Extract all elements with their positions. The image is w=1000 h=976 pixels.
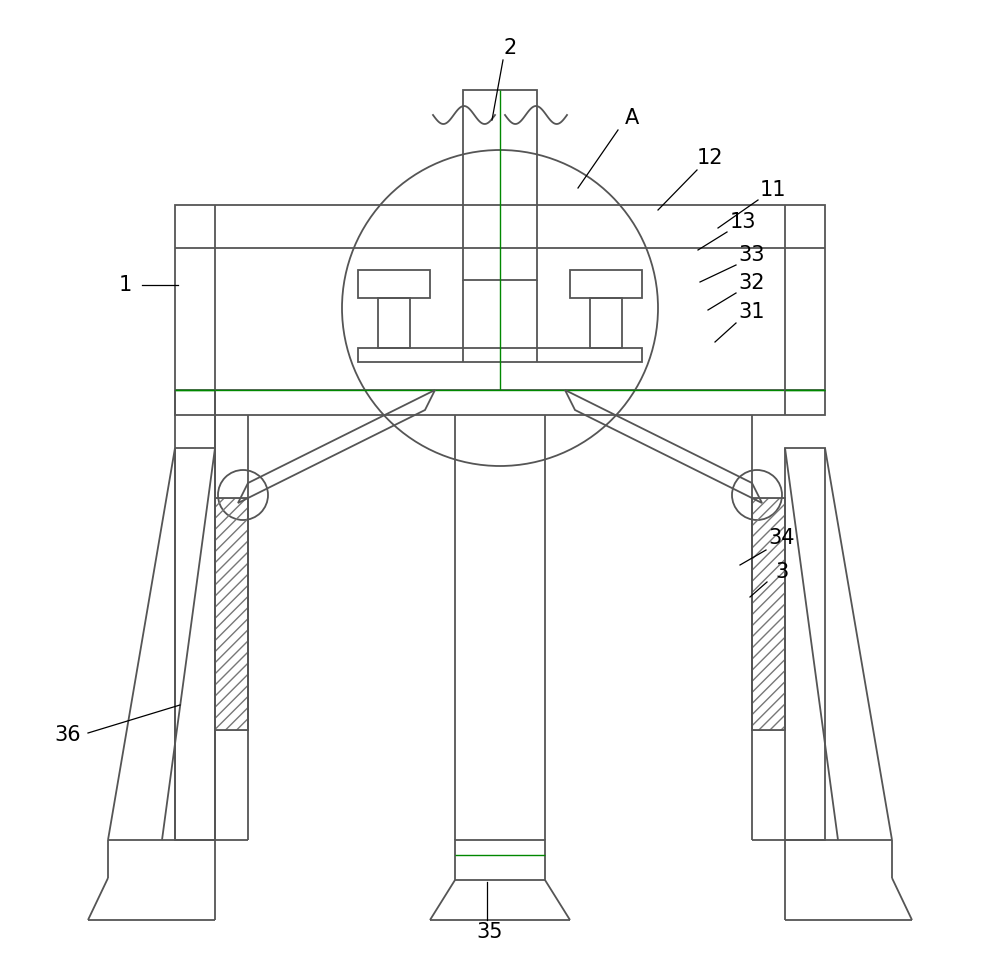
Text: A: A (625, 108, 639, 128)
Text: 36: 36 (55, 725, 81, 745)
Bar (175, 205, 825, 415)
Text: 33: 33 (739, 245, 765, 265)
Text: 32: 32 (739, 273, 765, 293)
Bar (378, 298, 410, 348)
Bar (455, 840, 545, 880)
Text: 1: 1 (118, 275, 132, 295)
Text: 3: 3 (775, 562, 789, 582)
Bar (358, 270, 430, 298)
Bar (590, 298, 622, 348)
Text: 12: 12 (697, 148, 723, 168)
Text: 31: 31 (739, 302, 765, 322)
Circle shape (732, 470, 782, 520)
Text: 13: 13 (730, 212, 756, 232)
Bar (463, 90, 537, 280)
Bar (358, 348, 642, 362)
Text: 11: 11 (760, 180, 786, 200)
Circle shape (218, 470, 268, 520)
Text: 2: 2 (503, 38, 517, 58)
Text: 34: 34 (769, 528, 795, 548)
Bar (570, 270, 642, 298)
Bar (785, 448, 825, 840)
Text: 35: 35 (477, 922, 503, 942)
